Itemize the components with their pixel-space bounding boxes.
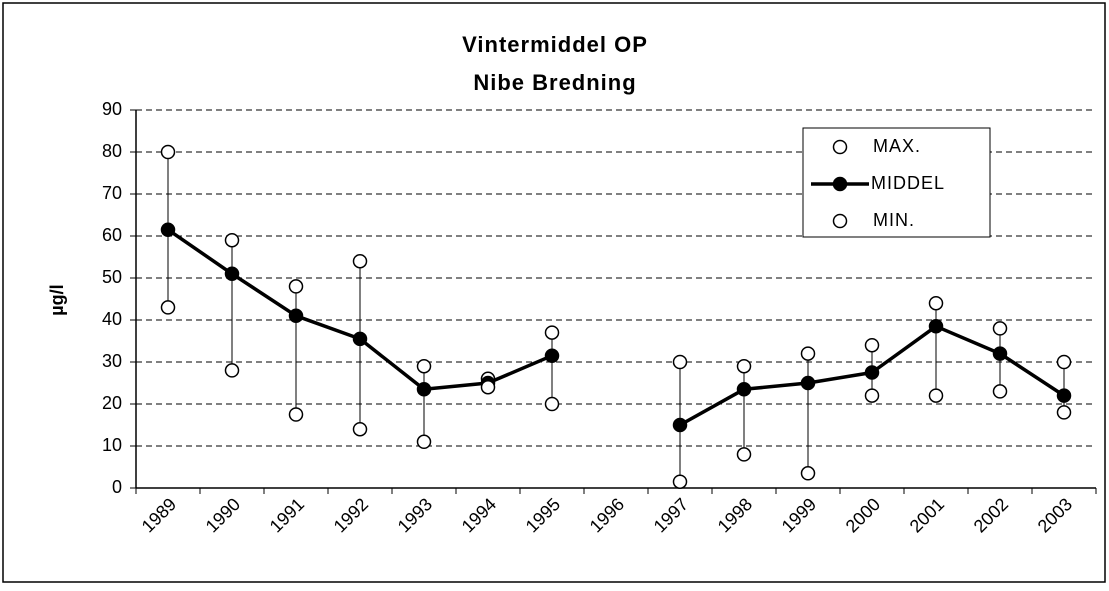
- chart-title: Vintermiddel OP: [462, 32, 648, 57]
- chart-frame: [2, 2, 1106, 583]
- legend-label: MIN.: [873, 210, 915, 230]
- legend-label: MIDDEL: [871, 173, 945, 193]
- data-point: [288, 407, 304, 422]
- data-point: [288, 308, 304, 324]
- y-tick-label: 40: [102, 309, 122, 329]
- data-point: [224, 266, 240, 282]
- data-point: [928, 388, 944, 403]
- data-point: [992, 346, 1008, 361]
- data-point: [224, 232, 240, 248]
- data-point: [928, 319, 944, 334]
- data-point: [800, 375, 816, 391]
- y-tick-label: 70: [102, 183, 122, 203]
- data-point: [544, 348, 560, 363]
- data-point: [1056, 388, 1072, 403]
- y-tick-label: 60: [102, 225, 122, 245]
- data-point: [224, 363, 240, 378]
- data-point: [992, 384, 1008, 399]
- y-tick-label: 10: [102, 435, 122, 455]
- data-point: [352, 421, 368, 437]
- data-point: [672, 474, 688, 489]
- data-point: [992, 321, 1008, 336]
- data-point: [416, 358, 432, 374]
- data-point: [416, 382, 432, 397]
- data-point: [672, 417, 688, 433]
- data-point: [416, 434, 432, 450]
- legend-label: MAX.: [873, 136, 921, 156]
- data-point: [160, 222, 176, 237]
- data-point: [864, 388, 880, 403]
- data-point: [928, 295, 944, 311]
- legend-marker: [832, 213, 848, 229]
- legend-marker: [832, 176, 848, 192]
- data-point: [800, 346, 816, 361]
- data-point: [480, 379, 496, 395]
- data-point: [288, 279, 304, 294]
- chart-subtitle: Nibe Bredning: [473, 70, 636, 95]
- data-point: [736, 358, 752, 374]
- data-point: [160, 144, 176, 160]
- data-point: [352, 253, 368, 269]
- y-axis-label: µg/l: [47, 284, 67, 315]
- legend-marker: [832, 139, 848, 155]
- data-point: [544, 396, 560, 412]
- data-point: [544, 325, 560, 340]
- y-tick-label: 90: [102, 99, 122, 119]
- data-point: [1056, 354, 1072, 370]
- y-tick-label: 30: [102, 351, 122, 371]
- data-point: [672, 354, 688, 370]
- data-point: [864, 337, 880, 353]
- y-tick-label: 20: [102, 393, 122, 413]
- data-point: [736, 447, 752, 462]
- y-tick-label: 80: [102, 141, 122, 161]
- data-point: [800, 466, 816, 481]
- data-point: [160, 300, 176, 315]
- data-point: [1056, 405, 1072, 420]
- y-tick-label: 50: [102, 267, 122, 287]
- data-point: [736, 382, 752, 397]
- data-point: [864, 365, 880, 380]
- data-point: [352, 331, 368, 347]
- y-tick-label: 0: [112, 477, 122, 497]
